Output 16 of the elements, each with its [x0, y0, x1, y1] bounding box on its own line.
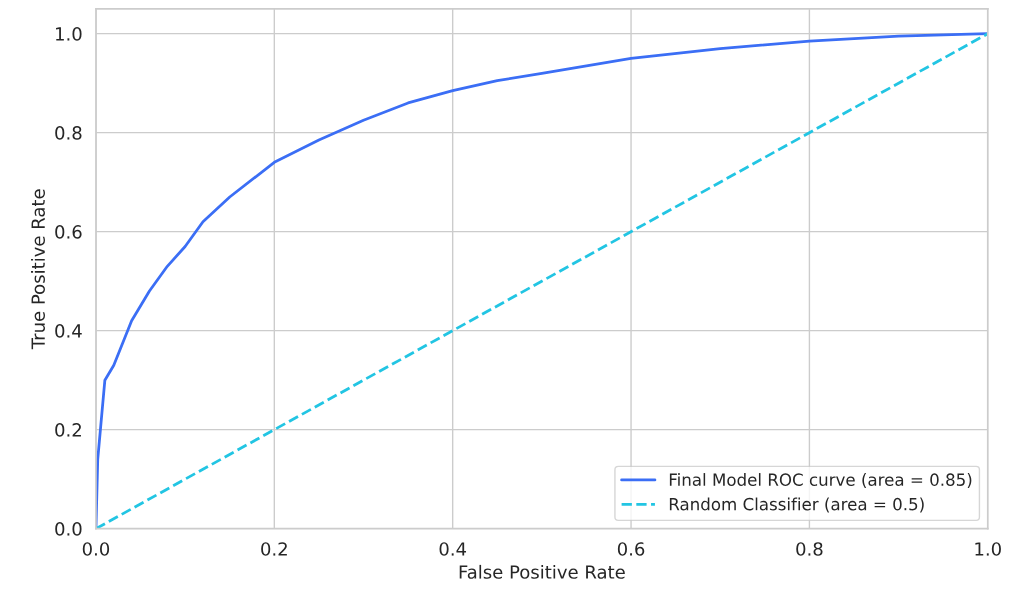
x-tick-label: 0.2 — [261, 542, 287, 556]
legend-label: Final Model ROC curve (area = 0.85) — [669, 473, 972, 488]
legend-label: Random Classifier (area = 0.5) — [669, 497, 924, 513]
y-tick-label: 0.8 — [55, 126, 82, 140]
y-tick-label: 0.0 — [55, 522, 82, 536]
x-tick-label: 0.4 — [439, 542, 467, 556]
x-axis-title: False Positive Rate — [459, 564, 625, 579]
x-tick-label: 0.0 — [82, 542, 110, 556]
y-tick-label: 0.2 — [55, 423, 81, 437]
y-axis-title: True Positive Rate — [31, 189, 45, 350]
x-tick-label: 0.8 — [796, 542, 823, 556]
x-tick-label: 1.0 — [975, 542, 1001, 556]
y-tick-label: 0.6 — [55, 225, 82, 239]
y-tick-label: 1.0 — [56, 27, 82, 41]
x-tick-label: 0.6 — [617, 542, 645, 556]
y-tick-label: 0.4 — [55, 324, 82, 338]
